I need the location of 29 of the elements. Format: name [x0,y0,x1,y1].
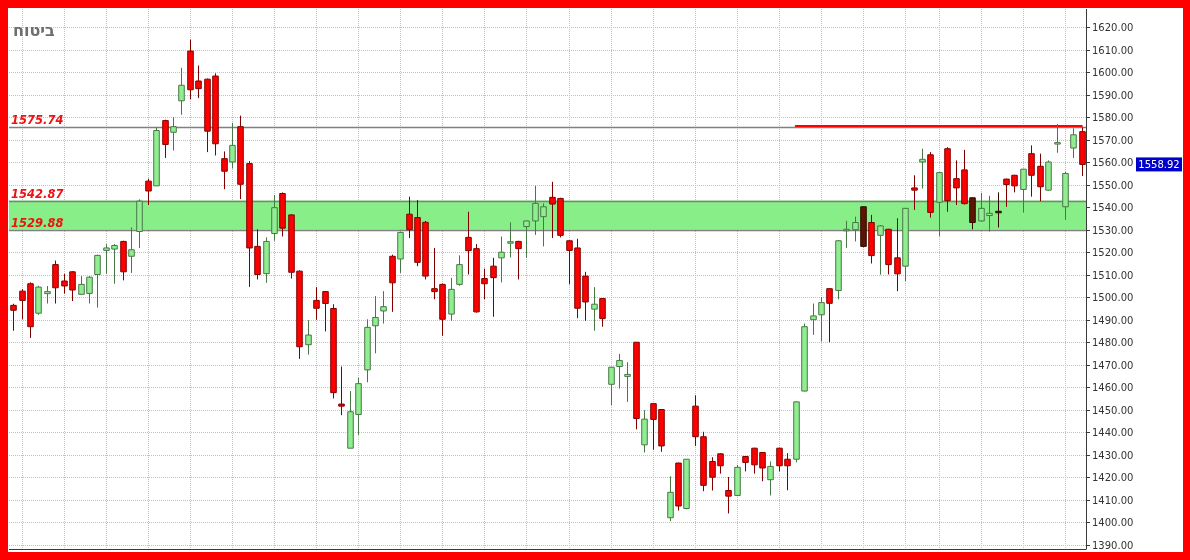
ytick-label: 1610.00 [1092,45,1134,56]
ytick-label: 1520.00 [1092,247,1134,258]
ytick-label: 1580.00 [1092,112,1134,123]
ytick-label: 1420.00 [1092,472,1134,483]
ytick-label: 1530.00 [1092,225,1134,236]
ytick-label: 1570.00 [1092,135,1134,146]
ytick-label: 1490.00 [1092,315,1134,326]
ytick-label: 1550.00 [1092,180,1134,191]
ytick-label: 1410.00 [1092,495,1134,506]
title: ביטוח [13,21,55,40]
ytick-label: 1600.00 [1092,67,1134,78]
ytick-label: 1390.00 [1092,540,1134,551]
ytick-label: 1620.00 [1092,22,1134,33]
ytick-label: 1500.00 [1092,292,1134,303]
ytick-label: 1440.00 [1092,427,1134,438]
annotation: 1558.92 [1138,158,1180,170]
ytick-label: 1590.00 [1092,90,1134,101]
ytick-label: 1510.00 [1092,270,1134,281]
ytick-label: 1450.00 [1092,405,1134,416]
ref-label: 1529.88 [11,215,64,230]
ytick-label: 1540.00 [1092,202,1134,213]
ytick-label: 1470.00 [1092,360,1134,371]
ytick-label: 1480.00 [1092,337,1134,348]
ref-label: 1542.87 [11,186,64,201]
ytick-label: 1430.00 [1092,450,1134,461]
ref-label: 1575.74 [11,112,64,127]
ytick-label: 1400.00 [1092,517,1134,528]
ytick-label: 1560.00 [1092,157,1134,168]
ytick-label: 1460.00 [1092,382,1134,393]
